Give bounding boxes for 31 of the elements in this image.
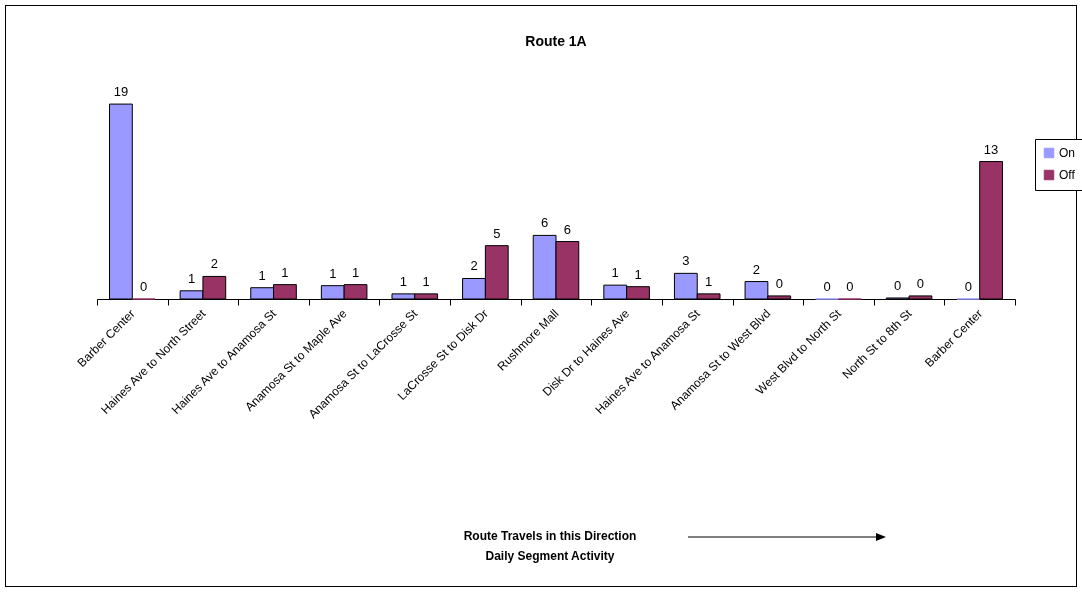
data-label: 1 <box>281 264 289 280</box>
data-label: 0 <box>140 279 148 294</box>
data-label: 2 <box>470 258 478 274</box>
data-label: 0 <box>846 279 854 294</box>
data-label: 6 <box>563 221 572 237</box>
text: Route Travels in this Direction <box>463 529 637 543</box>
data-label: 1 <box>422 273 430 289</box>
data-label: 0 <box>894 277 902 293</box>
text: Daily Segment Activity <box>485 549 615 563</box>
data-label: 1 <box>258 267 266 283</box>
data-label: 13 <box>983 141 999 157</box>
data-label: 5 <box>493 225 501 241</box>
data-label: 0 <box>964 279 972 294</box>
data-label: 2 <box>752 261 761 277</box>
data-label: 0 <box>775 275 783 291</box>
data-label: 6 <box>540 215 549 231</box>
data-label: 2 <box>210 256 218 272</box>
data-label: 3 <box>682 253 690 269</box>
data-label: 1 <box>399 273 407 289</box>
data-label: 0 <box>823 279 831 294</box>
data-label: 1 <box>351 264 360 280</box>
chart-title: Route 1A <box>525 33 587 49</box>
legend-label: On <box>1059 146 1076 160</box>
data-label: 1 <box>705 273 713 289</box>
data-label: 1 <box>187 270 196 286</box>
data-label: 1 <box>329 265 337 281</box>
data-label: 0 <box>916 275 925 291</box>
data-label: 19 <box>113 84 129 100</box>
data-label: 1 <box>611 265 619 281</box>
data-label: 1 <box>634 266 642 282</box>
legend-label: Off <box>1059 168 1076 182</box>
